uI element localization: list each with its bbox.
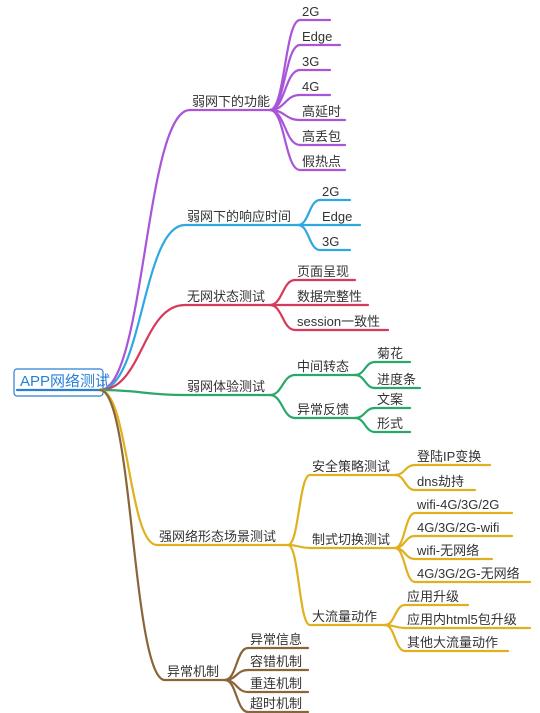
node-label: 3G [302,54,319,69]
mindmap-edge [100,110,190,390]
mindmap-edge [395,475,415,490]
mindmap-edge [100,390,185,395]
mindmap-edge [355,375,375,388]
mindmap-edge [225,670,248,680]
node-label: 异常信息 [250,632,302,647]
node-label: 假热点 [302,154,341,169]
node-label: 重连机制 [250,676,302,691]
node-label: 3G [322,234,339,249]
node-label: Edge [302,29,332,44]
branch-label: 弱网下的功能 [192,94,270,109]
node-label: 应用升级 [407,589,459,604]
node-label: 高延时 [302,104,341,119]
mindmap-edge [385,605,405,625]
node-label: 超时机制 [250,696,302,711]
node-label: 2G [302,4,319,19]
node-label: 菊花 [377,346,403,361]
root-node-label: APP网络测试 [20,373,110,390]
node-label: 2G [322,184,339,199]
mindmap-edge [100,390,157,545]
mindmap-edge [270,305,295,330]
mindmap-edge [270,375,295,395]
node-label: 制式切换测试 [312,532,390,547]
mindmap-edge [100,390,165,680]
node-label: dns劫持 [417,474,464,489]
mindmap-edge [298,225,320,250]
mindmap-edge [355,362,375,375]
node-label: 应用内html5包升级 [407,612,517,627]
mindmap-edge [270,280,295,305]
mindmap-edge [100,305,185,390]
mindmap-edge [288,545,310,625]
branch-label: 强网络形态场景测试 [159,529,276,544]
node-label: 形式 [377,416,403,431]
mindmap-edge [270,395,295,418]
mindmap-edge [298,200,320,225]
node-label: wifi-4G/3G/2G [416,497,499,512]
node-label: 数据完整性 [297,289,362,304]
node-label: 文案 [377,392,403,407]
node-label: 中间转态 [297,359,349,374]
node-label: 进度条 [377,372,416,387]
node-label: 其他大流量动作 [407,635,498,650]
node-label: 4G/3G/2G-无网络 [417,566,520,581]
node-label: 4G/3G/2G-wifi [417,520,499,535]
branch-label: 弱网下的响应时间 [187,209,291,224]
mindmap-edge [288,475,310,545]
node-label: wifi-无网络 [416,543,479,558]
branch-label: 异常机制 [167,664,219,679]
node-label: 大流量动作 [312,609,377,624]
node-label: 容错机制 [250,654,302,669]
branch-label: 无网状态测试 [187,289,265,304]
node-label: 安全策略测试 [312,459,390,474]
node-label: 4G [302,79,319,94]
mindmap-edge [270,45,300,110]
mindmap-edge [355,408,375,418]
node-label: 高丢包 [302,129,341,144]
node-label: session一致性 [297,314,380,329]
node-label: 异常反馈 [297,402,349,417]
node-label: Edge [322,209,352,224]
mindmap-edge [395,465,415,475]
mindmap-canvas: APP网络测试 弱网下的功能 2G Edge 3G 4G 高延时高丢包假热点弱网下的响应时间… [0,0,540,713]
branch-label: 弱网体验测试 [187,379,265,394]
node-label: 登陆IP变换 [417,449,481,464]
mindmap-edge [355,418,375,432]
node-label: 页面呈现 [297,264,349,279]
